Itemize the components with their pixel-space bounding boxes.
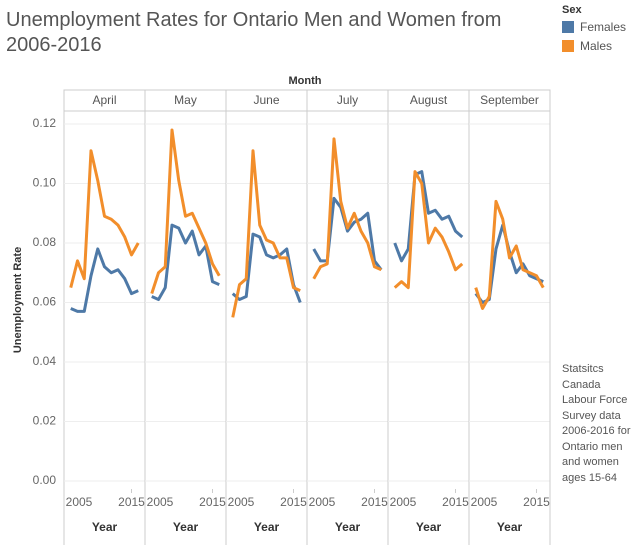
y-tick-label: 0.04 <box>33 354 57 368</box>
legend-swatch <box>562 40 574 52</box>
x-tick-label: 2005 <box>471 495 498 509</box>
series-line <box>69 149 140 288</box>
legend-title: Sex <box>562 4 582 16</box>
x-tick-label: 2015 <box>280 495 307 509</box>
series-line <box>231 232 302 304</box>
series-line <box>393 170 464 290</box>
x-tick-label: 2015 <box>118 495 145 509</box>
legend-label: Females <box>580 20 626 34</box>
series-line <box>312 196 383 271</box>
x-tick-label: 2005 <box>147 495 174 509</box>
facet-title: April <box>92 93 116 107</box>
x-tick-label: 2015 <box>442 495 469 509</box>
x-axis-label: Year <box>416 520 442 534</box>
series-line <box>151 223 220 302</box>
x-axis-label: Year <box>254 520 280 534</box>
y-tick-label: 0.02 <box>33 414 57 428</box>
x-tick-label: 2005 <box>66 495 93 509</box>
x-tick-label: 2005 <box>309 495 336 509</box>
facet-title: August <box>410 93 448 107</box>
y-tick-label: 0.08 <box>33 235 57 249</box>
y-tick-label: 0.06 <box>33 295 57 309</box>
series-line <box>474 199 545 310</box>
x-tick-label: 2015 <box>523 495 550 509</box>
x-tick-label: 2005 <box>228 495 255 509</box>
x-axis-label: Year <box>92 520 118 534</box>
legend-swatch <box>562 21 574 33</box>
legend-label: Males <box>580 39 612 53</box>
series-line <box>312 137 382 280</box>
series-line <box>231 149 301 318</box>
x-axis-label: Year <box>335 520 361 534</box>
y-tick-label: 0.00 <box>33 473 57 487</box>
facet-title: May <box>174 93 197 107</box>
facet-label: Month <box>289 75 322 87</box>
x-tick-label: 2015 <box>199 495 226 509</box>
series-line <box>393 170 464 263</box>
y-tick-label: 0.10 <box>33 176 57 190</box>
series-line <box>150 128 221 295</box>
facet-title: September <box>480 93 539 107</box>
y-tick-label: 0.12 <box>33 116 57 130</box>
x-axis-label: Year <box>497 520 523 534</box>
y-axis-label: Unemployment Rate <box>12 247 24 353</box>
chart-title: Unemployment Rates for Ontario Men and W… <box>6 9 502 56</box>
x-tick-label: 2005 <box>390 495 417 509</box>
series-line <box>70 247 139 313</box>
x-tick-label: 2015 <box>361 495 388 509</box>
x-axis-label: Year <box>173 520 199 534</box>
series-line <box>474 223 544 304</box>
facet-title: July <box>337 93 358 107</box>
facet-title: June <box>253 93 279 107</box>
annotation: Statsitcs Canada Labour Force Survey dat… <box>562 363 631 484</box>
